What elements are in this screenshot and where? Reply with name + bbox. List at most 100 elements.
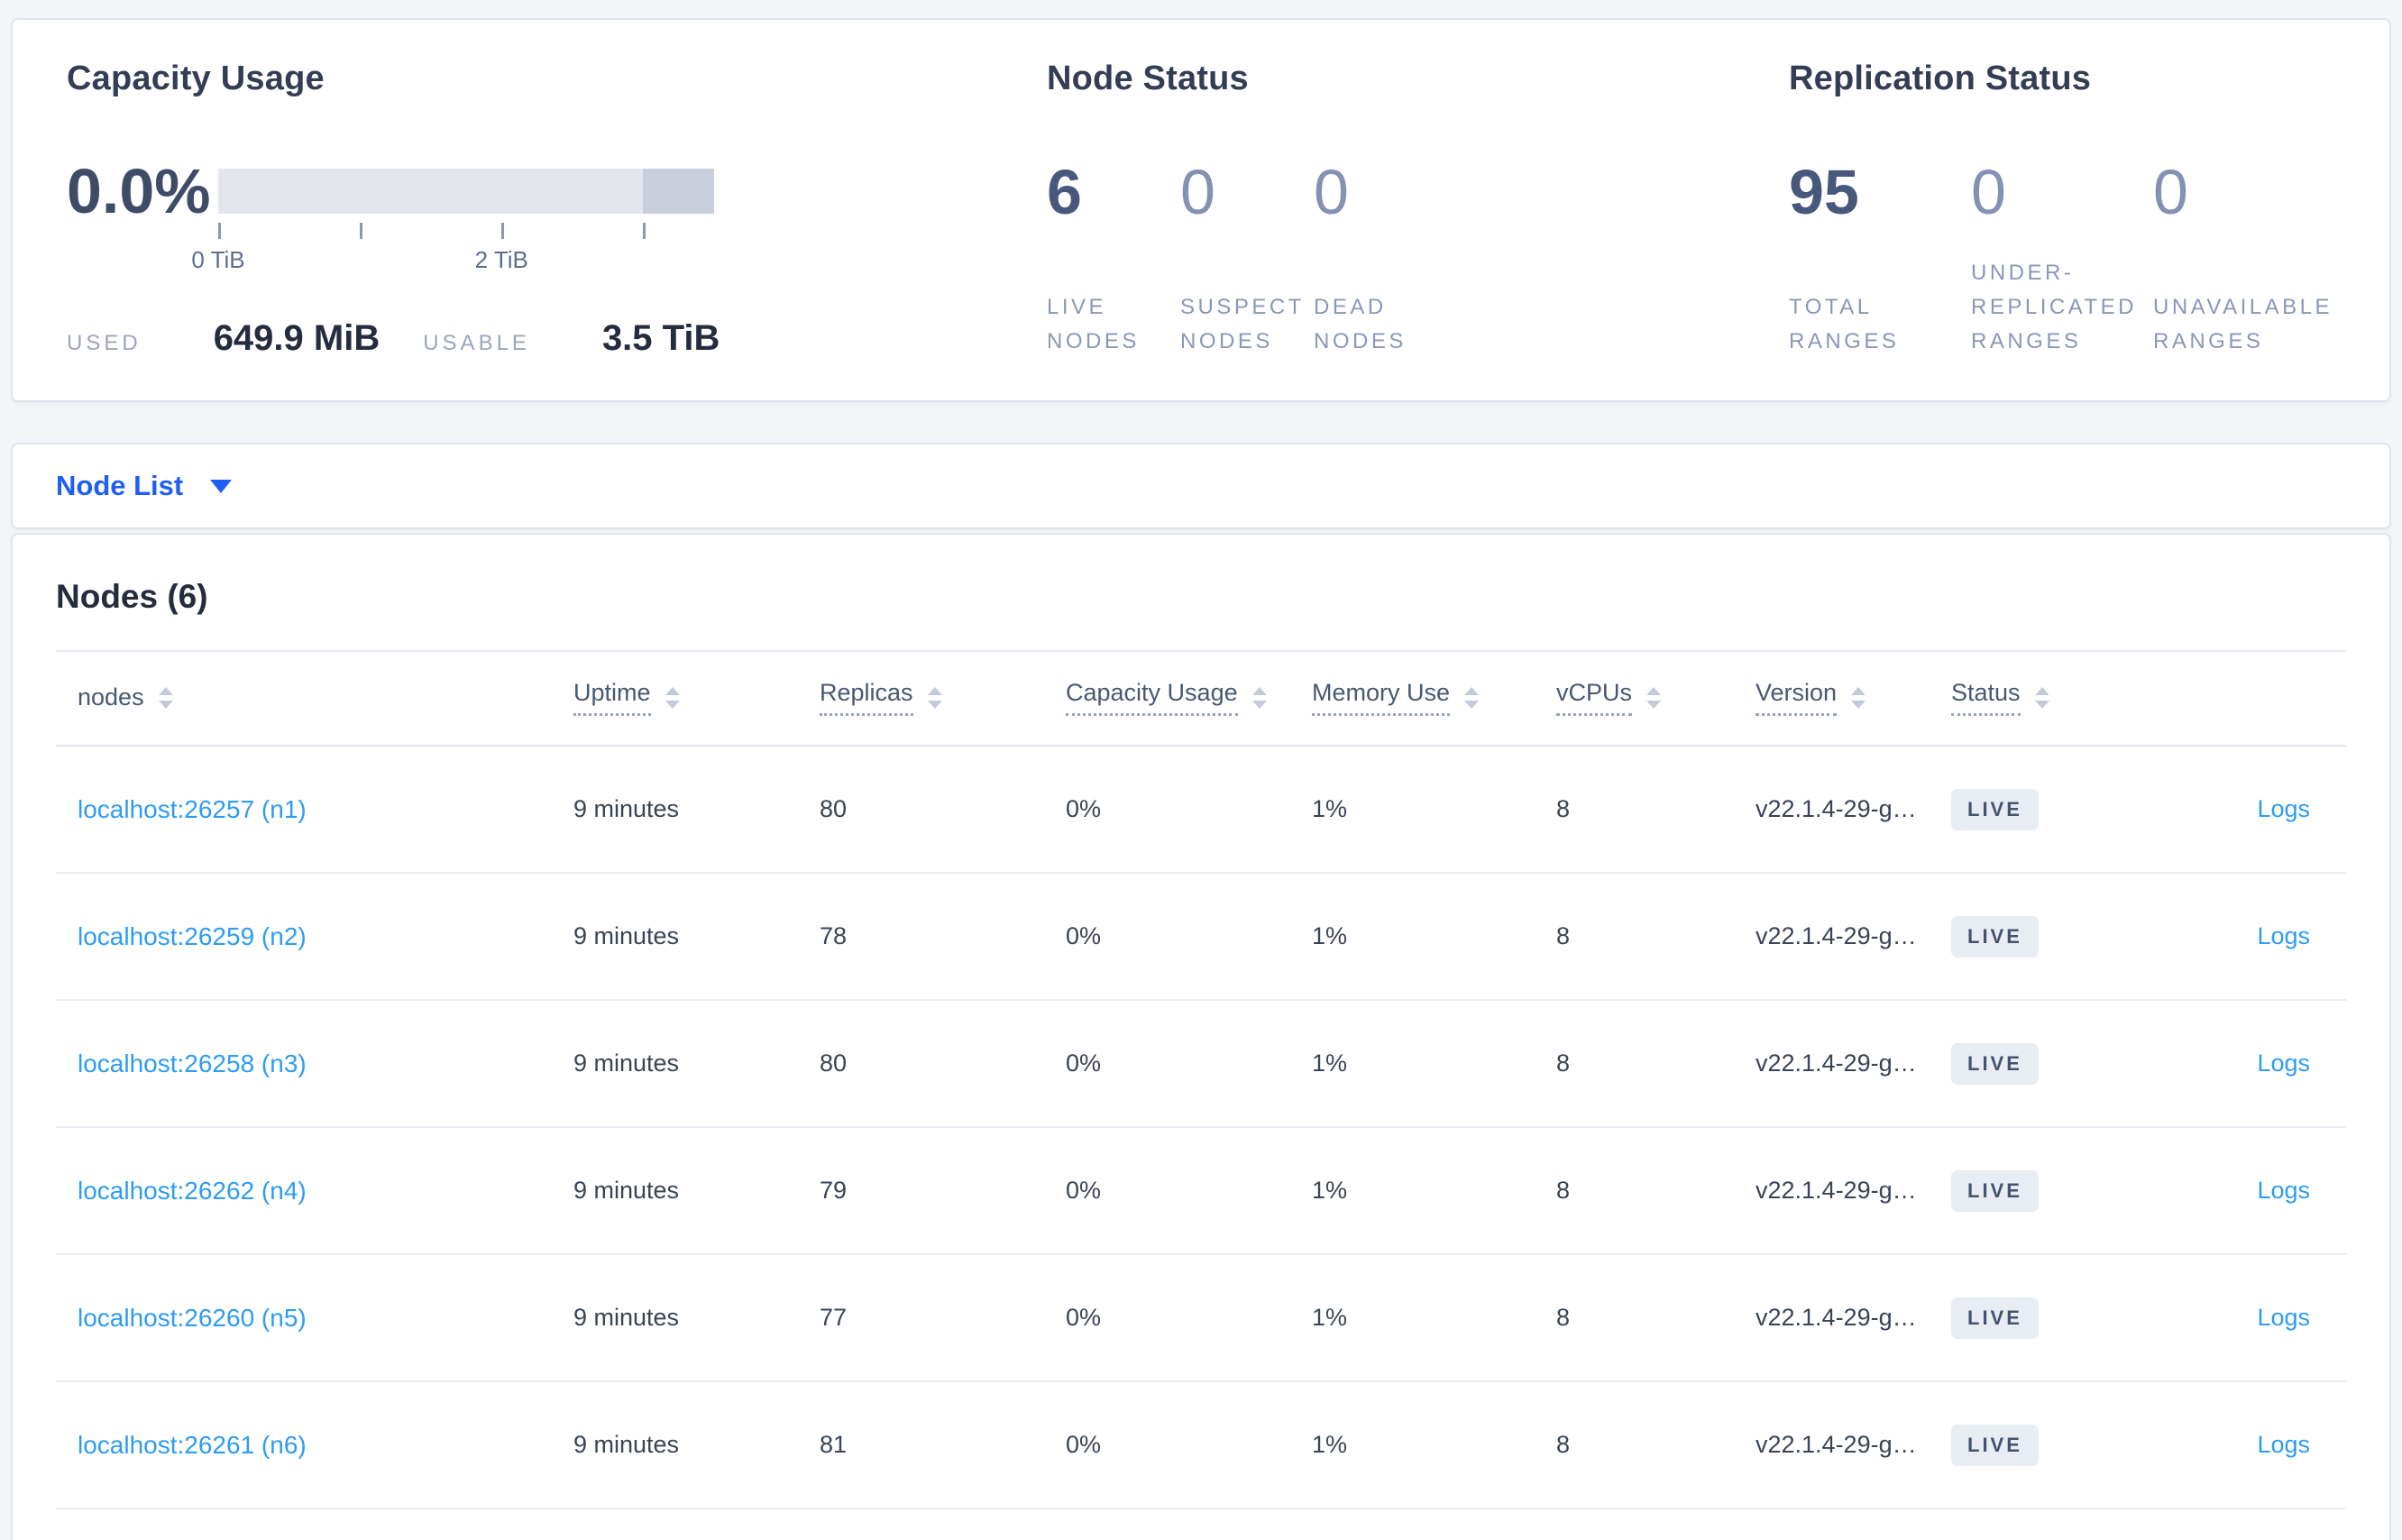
nodes-table-title: Nodes (6)	[56, 578, 208, 615]
axis-tick	[643, 223, 646, 239]
logs-link[interactable]: Logs	[2257, 1177, 2310, 1204]
capacity-bar-track	[218, 169, 714, 214]
logs-link[interactable]: Logs	[2257, 1304, 2310, 1331]
status-badge: LIVE	[1951, 1424, 2039, 1466]
total-ranges-label: TOTAL RANGES	[1789, 295, 1900, 353]
version-cell: v22.1.4-29-g…	[1756, 1050, 1917, 1077]
uptime-cell: 9 minutes	[573, 922, 680, 949]
sort-icon[interactable]	[158, 686, 173, 709]
logs-link[interactable]: Logs	[2257, 1050, 2310, 1077]
status-badge: LIVE	[1951, 1042, 2039, 1085]
replication-status-labels: TOTAL RANGES UNDER-REPLICATED RANGES UNA…	[1789, 256, 2335, 359]
replicas-cell: 78	[820, 922, 848, 949]
column-header-status[interactable]: Status	[1951, 679, 2049, 716]
logs-link[interactable]: Logs	[2257, 1431, 2310, 1458]
table-row: localhost:26259 (n2) 9 minutes 78 0% 1% 8 v22.…	[56, 873, 2346, 1001]
node-status-section: Node Status 6 0 0 LIVE NODES SUSPECT NOD…	[1047, 60, 1789, 359]
capacity-used-percent: 0.0%	[67, 156, 211, 226]
node-status-title: Node Status	[1046, 60, 1249, 97]
column-header-vcpus[interactable]: vCPUs	[1556, 679, 1662, 716]
vcpus-cell: 8	[1556, 1304, 1571, 1331]
column-header-replicas[interactable]: Replicas	[820, 679, 942, 716]
capacity-usage-cell: 0%	[1066, 1050, 1102, 1077]
column-label: Memory Use	[1312, 679, 1451, 716]
sort-icon[interactable]	[1646, 686, 1662, 709]
uptime-cell: 9 minutes	[573, 1304, 680, 1331]
status-badge: LIVE	[1951, 1297, 2039, 1339]
suspect-nodes-count: 0	[1179, 157, 1215, 227]
memory-use-cell: 1%	[1312, 795, 1348, 822]
dead-nodes-count: 0	[1313, 157, 1349, 227]
replicas-cell: 77	[820, 1304, 848, 1331]
version-cell: v22.1.4-29-g…	[1756, 1304, 1917, 1331]
node-link[interactable]: localhost:26261 (n6)	[78, 1430, 307, 1459]
vcpus-cell: 8	[1556, 1050, 1571, 1077]
version-cell: v22.1.4-29-g…	[1756, 922, 1917, 949]
chevron-down-icon	[210, 479, 233, 493]
memory-use-cell: 1%	[1312, 1177, 1348, 1204]
replication-status-section: Replication Status 95 0 0 TOTAL RANGES U…	[1789, 60, 2335, 359]
node-link[interactable]: localhost:26257 (n1)	[78, 794, 307, 823]
under-replicated-ranges-label: UNDER-REPLICATED RANGES	[1971, 261, 2137, 353]
axis-tick-label: 0 TiB	[191, 246, 245, 273]
vcpus-cell: 8	[1556, 795, 1571, 822]
node-link[interactable]: localhost:26262 (n4)	[78, 1176, 307, 1205]
usable-label: USABLE	[423, 331, 530, 355]
table-row: localhost:26261 (n6) 9 minutes 81 0% 1% 8 v22.…	[56, 1381, 2346, 1509]
sort-icon[interactable]	[927, 686, 942, 709]
capacity-used-usable-row: USED 649.9 MiB USABLE 3.5 TiB	[67, 318, 1047, 359]
column-header-capacity_usage[interactable]: Capacity Usage	[1066, 679, 1267, 716]
view-selector-dropdown[interactable]: Node List	[56, 470, 233, 502]
capacity-usage-cell: 0%	[1066, 1177, 1102, 1204]
sort-icon[interactable]	[1464, 686, 1480, 709]
status-badge: LIVE	[1951, 915, 2039, 958]
column-header-memory_use[interactable]: Memory Use	[1312, 679, 1480, 716]
replicas-cell: 79	[820, 1177, 848, 1204]
capacity-usage-cell: 0%	[1066, 922, 1102, 949]
capacity-usage-bar: 0 TiB 2 TiB	[191, 169, 714, 273]
column-label: nodes	[78, 683, 144, 710]
node-link[interactable]: localhost:26260 (n5)	[78, 1303, 307, 1332]
version-cell: v22.1.4-29-g…	[1756, 1431, 1917, 1458]
table-row: localhost:26262 (n4) 9 minutes 79 0% 1% 8 v22.…	[56, 1127, 2346, 1255]
replication-status-values: 95 0 0	[1789, 158, 2335, 227]
capacity-usage-cell: 0%	[1066, 1304, 1102, 1331]
uptime-cell: 9 minutes	[573, 1177, 680, 1204]
table-row: localhost:26258 (n3) 9 minutes 80 0% 1% 8 v22.…	[56, 1000, 2346, 1128]
column-label: Capacity Usage	[1066, 679, 1238, 716]
sort-icon[interactable]	[1851, 686, 1866, 709]
vcpus-cell: 8	[1556, 922, 1571, 949]
column-header-node[interactable]: nodes	[78, 683, 173, 711]
axis-tick	[218, 223, 221, 239]
vcpus-cell: 8	[1556, 1431, 1571, 1458]
sort-icon[interactable]	[665, 686, 680, 709]
under-replicated-ranges-count: 0	[1971, 157, 2006, 227]
column-label: Status	[1951, 679, 2021, 716]
suspect-nodes-label: SUSPECT NODES	[1179, 295, 1305, 353]
table-row: localhost:26260 (n5) 9 minutes 77 0% 1% 8 v22.…	[56, 1254, 2346, 1382]
column-header-version[interactable]: Version	[1756, 679, 1866, 716]
logs-link[interactable]: Logs	[2257, 922, 2310, 949]
node-link[interactable]: localhost:26259 (n2)	[78, 921, 307, 950]
column-header-uptime[interactable]: Uptime	[573, 679, 680, 716]
node-link[interactable]: localhost:26258 (n3)	[78, 1049, 307, 1077]
sort-icon[interactable]	[1251, 686, 1267, 709]
live-nodes-label: LIVE NODES	[1046, 295, 1140, 353]
used-value: 649.9 MiB	[213, 318, 380, 358]
table-header-row: nodes Uptime Replicas Capacity Usage Memory …	[56, 651, 2346, 746]
node-status-labels: LIVE NODES SUSPECT NODES DEAD NODES	[1047, 290, 1789, 359]
logs-link[interactable]: Logs	[2257, 795, 2310, 822]
axis-tick	[501, 223, 505, 239]
unavailable-ranges-label: UNAVAILABLE RANGES	[2153, 295, 2333, 353]
capacity-usage-title: Capacity Usage	[67, 60, 325, 97]
uptime-cell: 9 minutes	[573, 795, 680, 822]
capacity-usage-cell: 0%	[1066, 795, 1102, 822]
node-status-values: 6 0 0	[1047, 158, 1789, 227]
uptime-cell: 9 minutes	[573, 1050, 680, 1077]
memory-use-cell: 1%	[1312, 1304, 1348, 1331]
memory-use-cell: 1%	[1312, 1050, 1348, 1077]
capacity-usage-section: Capacity Usage 0.0% 0 TiB 2 TiB USED 6	[67, 60, 1047, 359]
nodes-table: nodes Uptime Replicas Capacity Usage Memory …	[56, 650, 2346, 1509]
sort-icon[interactable]	[2034, 686, 2049, 709]
